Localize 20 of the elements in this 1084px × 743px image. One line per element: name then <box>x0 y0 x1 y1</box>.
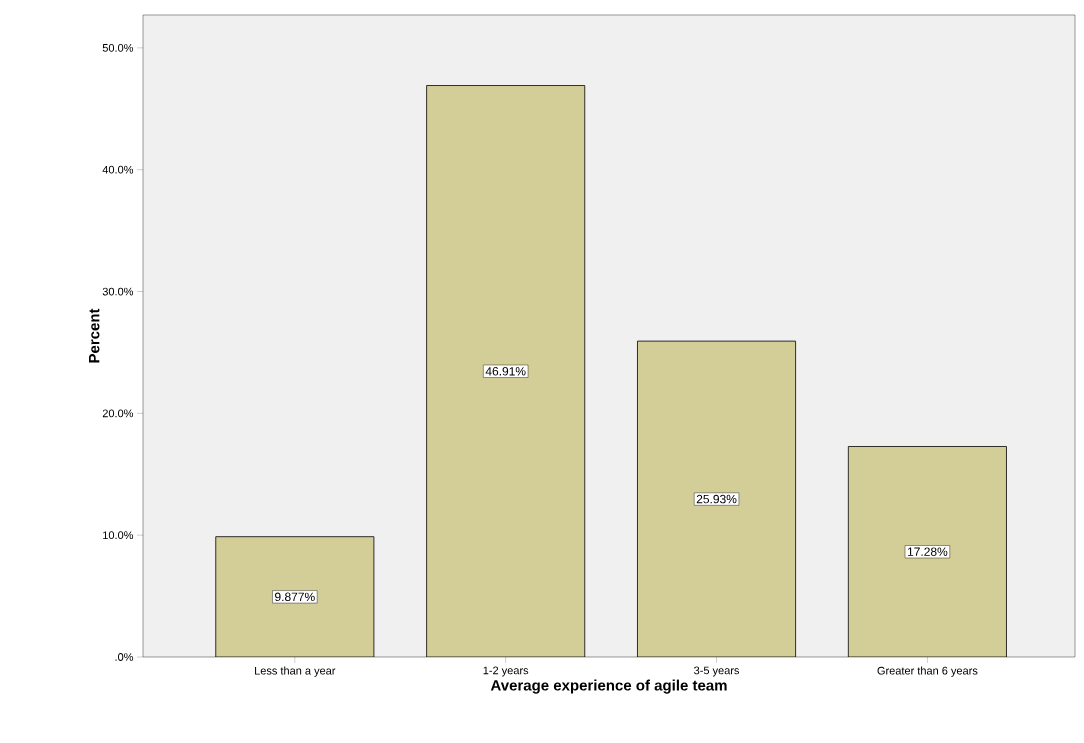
x-tick-label: 3-5 years <box>694 666 740 677</box>
x-axis-title: Average experience of agile team <box>490 679 727 694</box>
x-tick-label: 1-2 years <box>483 666 529 677</box>
y-axis-title: Percent <box>88 308 100 363</box>
x-tick-label: Less than a year <box>255 666 336 677</box>
x-tick-label: Greater than 6 years <box>877 666 978 677</box>
bar <box>426 85 585 657</box>
y-tick-label: 50.0% <box>102 43 134 52</box>
y-tick-label: 10.0% <box>103 531 134 540</box>
y-tick-label: 20.0% <box>102 409 134 418</box>
data-label: 46.91% <box>485 367 526 376</box>
bar <box>637 340 797 657</box>
bar <box>847 446 1007 657</box>
y-tick-label: 30.0% <box>102 287 134 296</box>
data-label: 17.28% <box>907 547 948 556</box>
data-label: 25.93% <box>696 494 737 504</box>
bar <box>215 536 375 657</box>
y-tick-label: 40.0% <box>102 165 134 174</box>
data-label: 9.877% <box>275 592 315 602</box>
y-tick-label: .0% <box>115 653 134 661</box>
